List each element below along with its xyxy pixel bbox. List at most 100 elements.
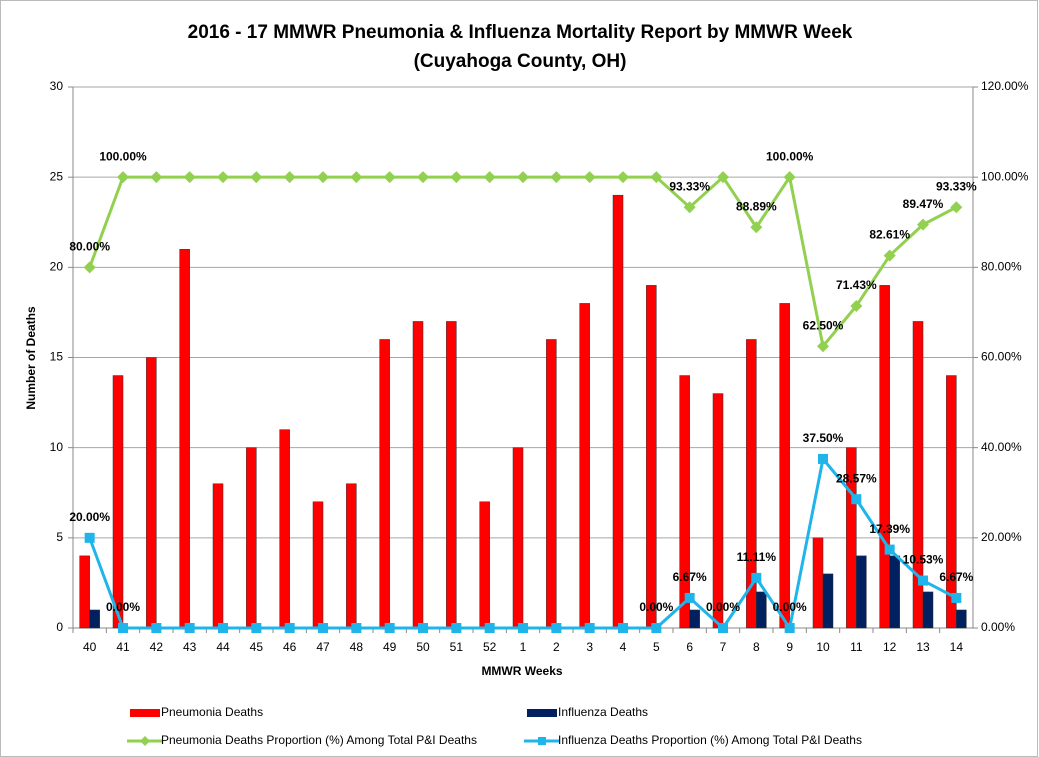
y2-tick-label: 0.00% [981,620,1015,634]
chart-subtitle: (Cuyahoga County, OH) [414,51,627,72]
legend-label: Influenza Deaths [558,705,648,719]
y-tick-label: 0 [56,620,63,634]
bar [146,357,157,629]
bar [779,303,790,629]
legend-swatch [527,709,557,717]
marker [751,572,762,583]
bar [179,249,190,629]
data-label: 100.00% [766,149,814,163]
x-tick-label: 5 [653,640,660,654]
x-tick-label: 6 [686,640,693,654]
bar [279,429,290,629]
x-tick-label: 51 [450,640,464,654]
bar [446,321,457,629]
marker [484,623,495,633]
x-tick-label: 1 [520,640,527,654]
x-tick-label: 4 [620,640,627,654]
data-label: 17.39% [869,522,910,536]
bar [756,591,767,629]
bar [946,375,957,629]
bar [879,285,890,629]
bar [822,573,834,629]
marker [117,171,129,184]
bar [212,483,224,629]
chart-title: 2016 - 17 MMWR Pneumonia & Influenza Mor… [188,22,853,43]
x-tick-label: 8 [753,640,760,654]
x-tick-label: 47 [316,640,330,654]
bar [479,501,490,629]
y2-tick-label: 100.00% [981,169,1029,183]
bar [546,339,557,629]
x-tick-label: 2 [553,640,560,654]
x-tick-label: 46 [283,640,297,654]
marker [917,218,929,231]
y-tick-label: 5 [56,530,63,544]
x-tick-label: 42 [150,640,164,654]
marker [83,261,96,274]
bar [746,339,757,629]
marker [717,171,729,184]
data-label: 0.00% [773,600,807,614]
marker [850,299,863,312]
data-label: 80.00% [69,240,110,254]
bar [689,609,700,629]
bar [889,555,900,629]
marker [851,494,862,505]
marker [551,623,562,633]
marker [883,249,896,262]
bar [112,375,124,629]
data-label: 10.53% [903,553,944,567]
legend-label: Influenza Deaths Proportion (%) Among To… [558,733,862,747]
data-label: 93.33% [936,179,977,193]
marker [550,171,563,184]
legend-label: Pneumonia Deaths Proportion (%) Among To… [161,733,477,747]
marker [617,171,629,184]
bar [346,483,357,629]
bar [312,501,324,629]
bar [956,609,967,629]
marker [451,623,462,633]
marker [450,171,463,184]
marker [351,623,362,633]
x-tick-label: 43 [183,640,197,654]
bar [679,375,690,629]
x-tick-label: 44 [216,640,230,654]
y2-tick-label: 20.00% [981,530,1022,544]
bar [712,393,724,629]
data-label: 100.00% [99,149,147,163]
x-axis-title: MMWR Weeks [481,664,562,678]
marker [251,623,262,633]
marker [650,171,663,184]
legend-marker [140,736,150,746]
marker [283,171,296,184]
data-label: 0.00% [106,600,140,614]
data-label: 71.43% [836,278,877,292]
data-label: 11.11% [737,550,777,564]
data-label: 0.00% [639,600,673,614]
marker [483,171,496,184]
marker [384,623,395,633]
data-label: 88.89% [736,199,777,213]
y2-tick-label: 120.00% [981,79,1029,93]
marker [383,171,396,184]
marker [884,544,895,555]
x-tick-label: 13 [916,640,930,654]
marker [718,623,728,633]
x-tick-label: 49 [383,640,397,654]
marker [184,623,195,633]
bar [79,555,90,629]
marker [783,171,796,184]
x-tick-label: 50 [416,640,430,654]
marker [618,623,628,633]
bar [912,321,924,629]
x-tick-label: 10 [816,640,830,654]
marker [683,201,696,214]
bar [856,555,867,629]
marker [817,340,829,353]
marker [218,623,228,633]
legend-label: Pneumonia Deaths [161,705,263,719]
data-label: 28.57% [836,471,877,485]
bar [922,591,934,629]
y2-tick-label: 80.00% [981,260,1022,274]
